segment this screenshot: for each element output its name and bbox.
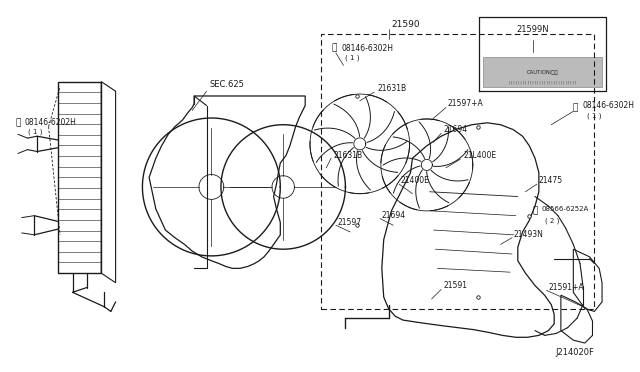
Text: Ⓢ: Ⓢ <box>532 206 538 215</box>
Text: 08146-6302H: 08146-6302H <box>583 101 635 110</box>
Text: 21475: 21475 <box>539 176 563 185</box>
Text: 21493N: 21493N <box>514 230 544 239</box>
Text: 08566-6252A: 08566-6252A <box>541 206 589 212</box>
Text: 08146-6202H: 08146-6202H <box>24 118 77 127</box>
Text: Ⓑ: Ⓑ <box>573 103 578 112</box>
Text: 21400E: 21400E <box>401 176 430 185</box>
Text: |||||||||||||||||||||||||||||: ||||||||||||||||||||||||||||| <box>508 80 577 84</box>
Text: Ⓑ: Ⓑ <box>15 118 20 127</box>
Text: J214020F: J214020F <box>556 348 595 357</box>
Text: 21631B: 21631B <box>334 151 363 160</box>
Text: 21599N: 21599N <box>516 25 549 35</box>
Bar <box>483 58 602 87</box>
Text: Ⓑ: Ⓑ <box>332 44 337 52</box>
Text: 21597: 21597 <box>338 218 362 227</box>
Text: ( 1 ): ( 1 ) <box>587 113 601 119</box>
Text: 21L400E: 21L400E <box>463 151 497 160</box>
Text: 21694: 21694 <box>443 125 467 134</box>
Text: ( 1 ): ( 1 ) <box>28 128 42 135</box>
Text: 21597+A: 21597+A <box>448 99 484 108</box>
Text: SEC.625: SEC.625 <box>209 80 244 89</box>
Text: 21590: 21590 <box>392 20 420 29</box>
Text: 21591: 21591 <box>443 281 467 290</box>
Text: ( 1 ): ( 1 ) <box>346 54 360 61</box>
Text: 21591+A: 21591+A <box>548 283 584 292</box>
Text: 21694: 21694 <box>382 211 406 220</box>
Text: ( 2 ): ( 2 ) <box>545 217 559 224</box>
Text: CAUTION/警告: CAUTION/警告 <box>527 70 559 75</box>
Text: 08146-6302H: 08146-6302H <box>342 44 394 52</box>
Text: 21631B: 21631B <box>377 84 406 93</box>
